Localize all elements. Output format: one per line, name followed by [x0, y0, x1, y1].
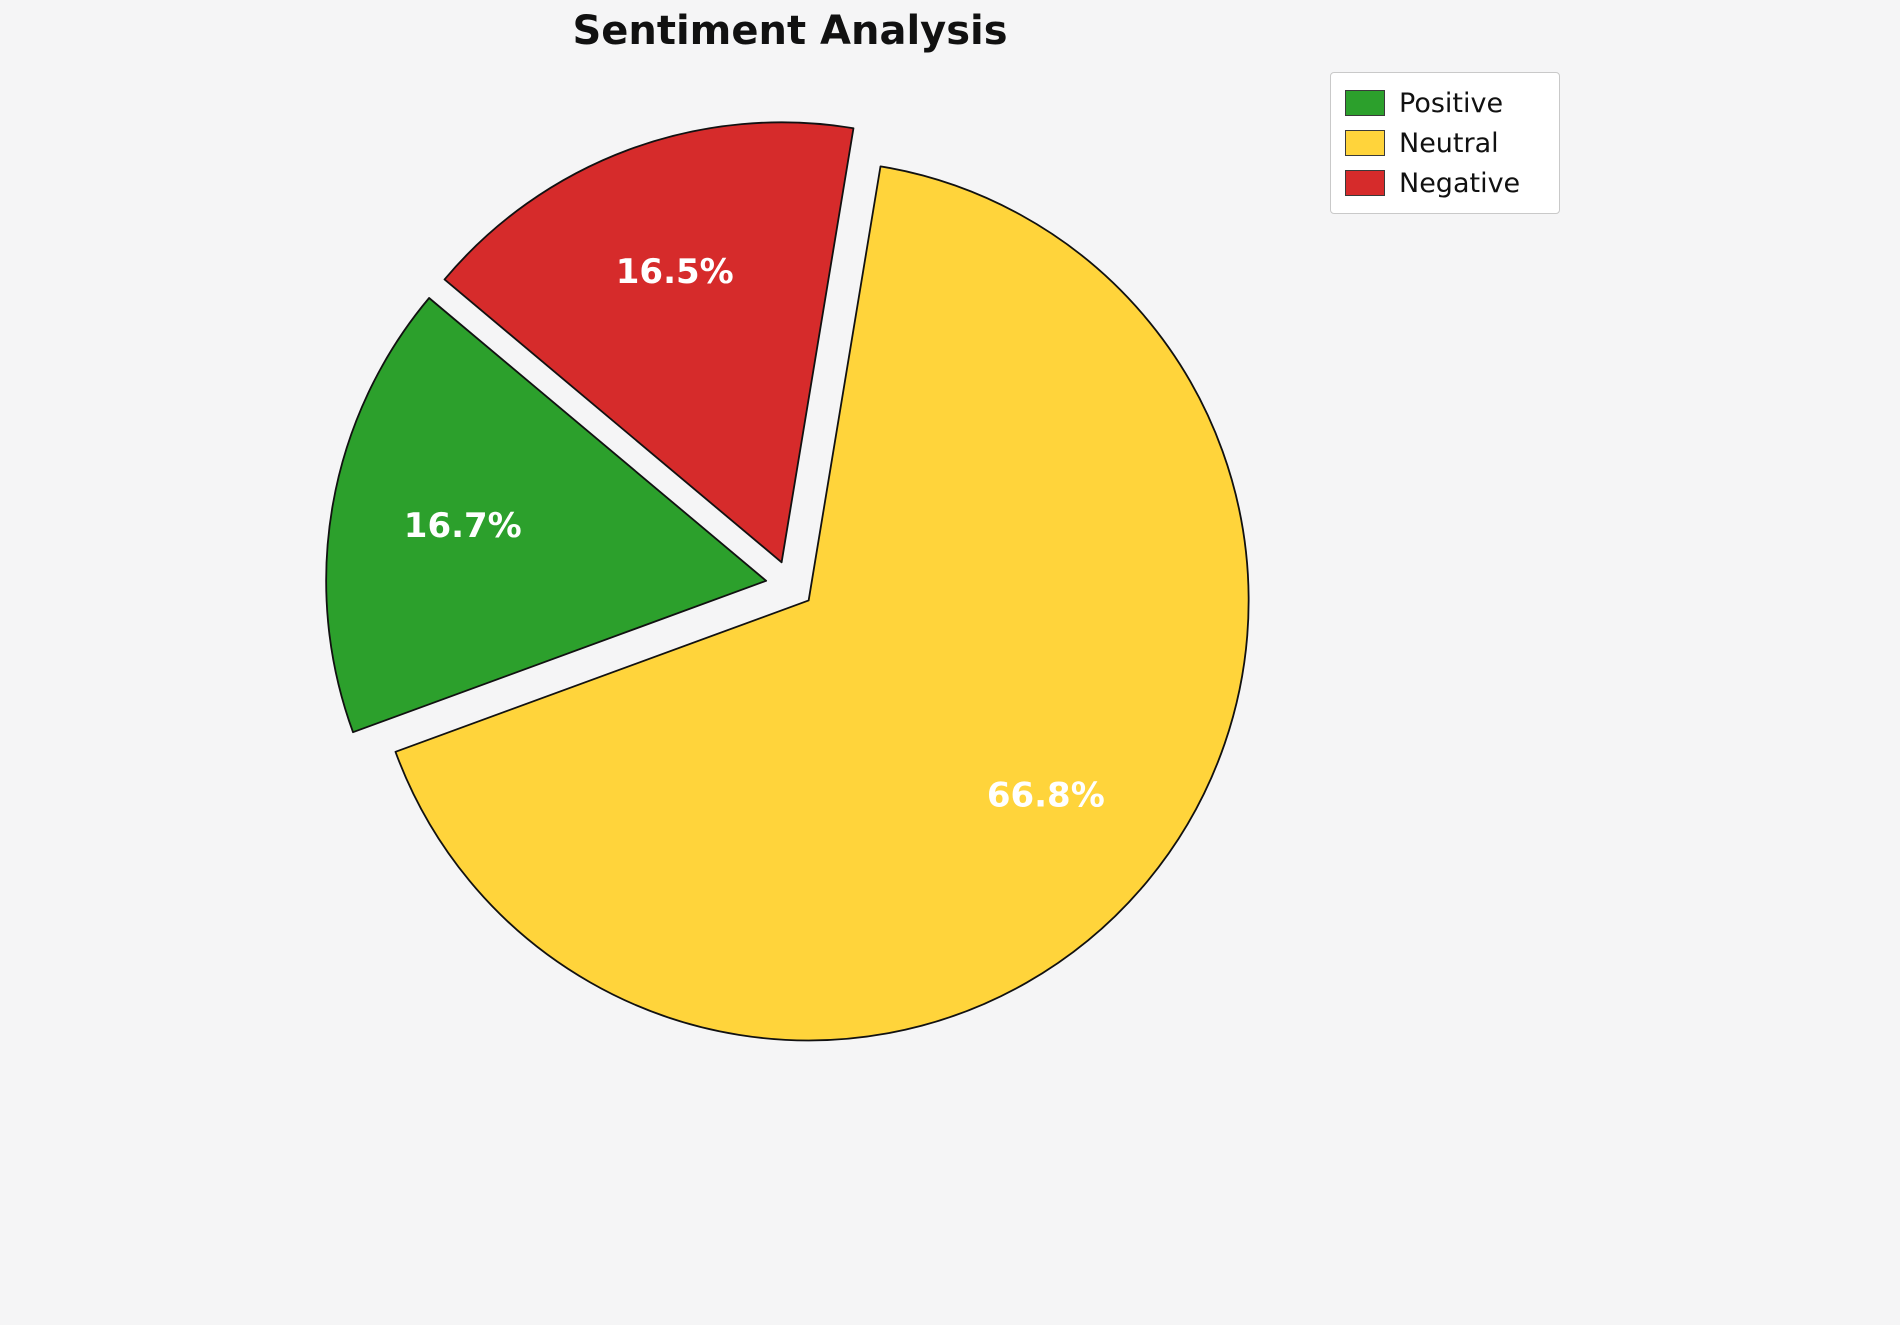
pie-slice-neutral	[394, 165, 1250, 1042]
legend: Positive Neutral Negative	[1330, 72, 1560, 214]
legend-item-positive: Positive	[1345, 83, 1545, 123]
legend-swatch-positive	[1345, 90, 1385, 116]
legend-item-negative: Negative	[1345, 163, 1545, 203]
legend-swatch-negative	[1345, 170, 1385, 196]
slice-percent-label-neutral: 66.8%	[987, 775, 1105, 815]
slice-percent-label-positive: 16.7%	[404, 506, 522, 546]
legend-label-positive: Positive	[1399, 87, 1504, 119]
legend-item-neutral: Neutral	[1345, 123, 1545, 163]
legend-label-neutral: Neutral	[1399, 127, 1499, 159]
chart-title: Sentiment Analysis	[572, 8, 1008, 54]
pie-slice-positive	[325, 297, 768, 734]
legend-label-negative: Negative	[1399, 167, 1521, 199]
pie-slice-negative	[443, 121, 855, 564]
slice-percent-label-negative: 16.5%	[616, 252, 734, 292]
legend-swatch-neutral	[1345, 130, 1385, 156]
